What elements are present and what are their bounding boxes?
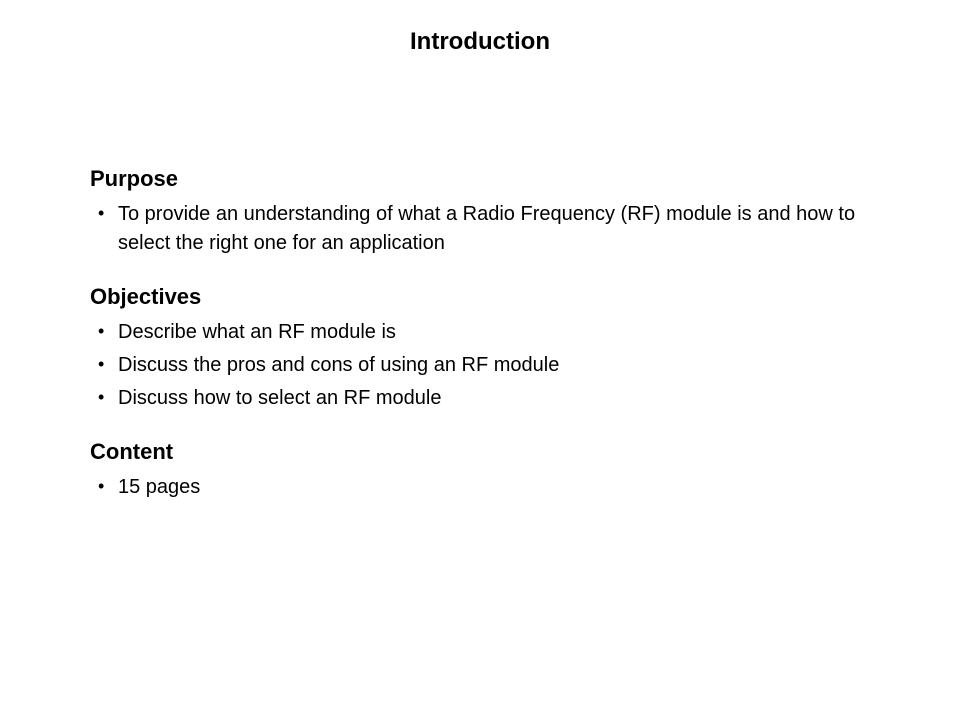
section-purpose: Purpose To provide an understanding of w… (90, 166, 870, 258)
list-item: 15 pages (116, 473, 870, 502)
list-item: To provide an understanding of what a Ra… (116, 200, 870, 258)
section-objectives: Objectives Describe what an RF module is… (90, 284, 870, 413)
list-item: Discuss how to select an RF module (116, 384, 870, 413)
section-heading-content: Content (90, 439, 870, 465)
bullet-list-objectives: Describe what an RF module is Discuss th… (90, 318, 870, 413)
list-item: Discuss the pros and cons of using an RF… (116, 351, 870, 380)
slide-title: Introduction (90, 28, 870, 56)
section-heading-purpose: Purpose (90, 166, 870, 192)
section-heading-objectives: Objectives (90, 284, 870, 310)
list-item: Describe what an RF module is (116, 318, 870, 347)
bullet-list-purpose: To provide an understanding of what a Ra… (90, 200, 870, 258)
bullet-list-content: 15 pages (90, 473, 870, 502)
section-content: Content 15 pages (90, 439, 870, 502)
slide: Introduction Purpose To provide an under… (0, 0, 960, 720)
